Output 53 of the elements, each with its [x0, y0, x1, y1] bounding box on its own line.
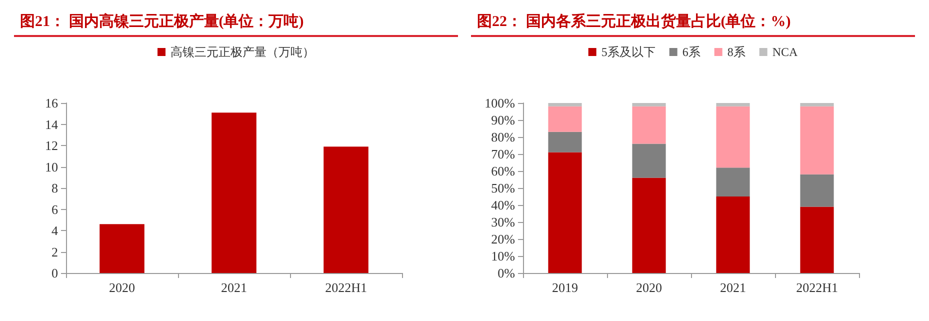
y-tick-label: 40%	[491, 198, 516, 212]
bar	[716, 106, 750, 168]
x-tick-label: 2021	[720, 280, 746, 295]
y-tick-label: 16	[45, 96, 58, 110]
x-tick-label: 2020	[636, 280, 662, 295]
y-tick-label: 0	[52, 266, 58, 280]
bar	[800, 106, 834, 174]
bar	[548, 106, 582, 132]
y-tick-label: 2	[52, 244, 58, 260]
legend-label: 5系及以下	[601, 45, 656, 59]
bar	[716, 168, 750, 196]
chart-title: 图22： 国内各系三元正极出货量占比(单位：%)	[471, 8, 915, 37]
y-tick-label: 100%	[484, 96, 516, 110]
x-tick-label: 2019	[552, 280, 578, 295]
y-tick-label: 80%	[491, 130, 516, 144]
y-tick-label: 6	[52, 202, 58, 217]
bar	[800, 103, 834, 106]
y-tick-label: 30%	[491, 214, 516, 230]
y-tick-label: 10	[45, 159, 58, 174]
bar	[632, 106, 666, 144]
y-tick-label: 20%	[491, 232, 516, 246]
y-tick-label: 60%	[491, 164, 516, 178]
bar	[632, 144, 666, 178]
y-tick-label: 90%	[491, 112, 516, 128]
x-tick-label: 2020	[109, 280, 135, 295]
bar	[548, 152, 582, 273]
y-tick-label: 14	[45, 116, 58, 132]
x-tick-label: 2022H1	[325, 280, 367, 295]
chart-title: 图21： 国内高镍三元正极产量(单位：万吨)	[14, 8, 458, 37]
y-tick-label: 4	[52, 223, 58, 238]
y-tick-label: 50%	[491, 180, 516, 196]
bar	[632, 178, 666, 273]
bar	[632, 103, 666, 106]
legend-label: NCA	[772, 45, 798, 59]
bar	[548, 103, 582, 106]
legend-label: 6系	[682, 45, 700, 59]
bar	[548, 132, 582, 152]
x-tick-label: 2021	[221, 280, 247, 295]
legend-label: 8系	[727, 45, 746, 59]
y-tick-label: 8	[52, 180, 58, 196]
y-tick-label: 0%	[498, 266, 516, 280]
x-tick-label: 2022H1	[796, 280, 838, 295]
bar	[800, 206, 834, 273]
bar	[212, 112, 256, 273]
bar	[100, 224, 144, 273]
bar	[324, 146, 368, 273]
bar	[800, 174, 834, 207]
bar	[716, 103, 750, 106]
legend-label: 高镍三元正极产量（万吨）	[170, 45, 314, 59]
y-tick-label: 10%	[491, 248, 516, 264]
y-tick-label: 12	[45, 138, 58, 153]
y-tick-label: 70%	[491, 146, 516, 162]
bar	[716, 196, 750, 273]
